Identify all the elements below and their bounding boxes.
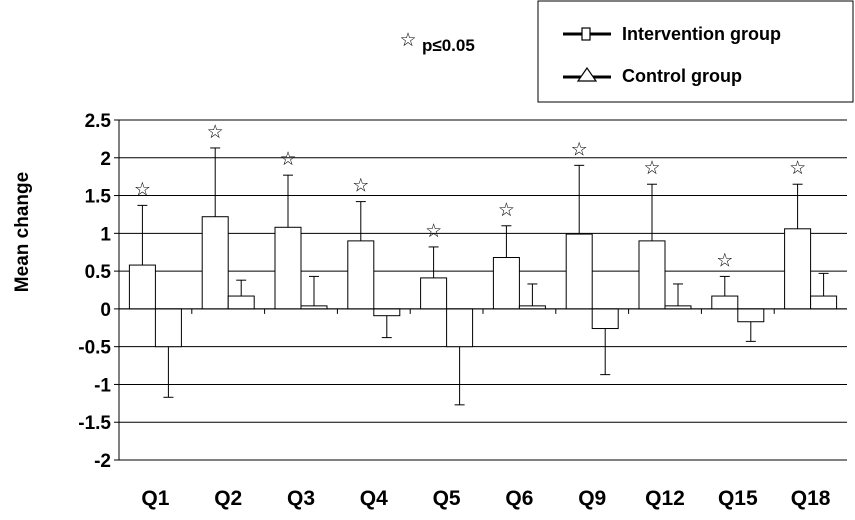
y-axis-label: Mean change bbox=[12, 172, 33, 292]
legend-item-intervention: Intervention group bbox=[563, 24, 781, 44]
intervention-bar bbox=[201, 216, 229, 310]
y-tick-label: -2 bbox=[94, 451, 111, 472]
control-bar bbox=[810, 295, 838, 310]
y-tick-label: 2 bbox=[100, 149, 111, 170]
significance-note: ☆ p≤0.05 bbox=[399, 30, 474, 55]
significance-star: ☆ bbox=[207, 122, 224, 143]
significance-star: ☆ bbox=[425, 221, 442, 242]
x-tick-label: Q18 bbox=[791, 487, 831, 510]
x-tick-label: Q15 bbox=[718, 487, 758, 510]
y-tick-label: 1.5 bbox=[85, 187, 112, 208]
intervention-bar bbox=[274, 226, 302, 310]
intervention-bar bbox=[420, 277, 448, 310]
intervention-bar bbox=[784, 228, 812, 310]
y-tick-label: 0.5 bbox=[85, 262, 112, 283]
control-bar bbox=[227, 295, 255, 310]
significance-star: ☆ bbox=[498, 200, 515, 221]
x-tick-label: Q2 bbox=[214, 487, 242, 510]
significance-star: ☆ bbox=[134, 179, 151, 200]
x-tick-label: Q9 bbox=[578, 487, 606, 510]
intervention-bar bbox=[565, 233, 593, 310]
legend-item-control: Control group bbox=[563, 66, 742, 86]
significance-star: ☆ bbox=[571, 139, 588, 160]
intervention-bar bbox=[128, 264, 156, 310]
significance-label: p≤0.05 bbox=[422, 36, 475, 55]
significance-stars: ☆ ☆ ☆ ☆ ☆ ☆ ☆ ☆ ☆ ☆ bbox=[134, 122, 806, 271]
y-tick-label: -1 bbox=[94, 375, 111, 396]
legend: Intervention group Control group bbox=[537, 0, 854, 103]
x-tick-label: Q5 bbox=[433, 487, 461, 510]
control-bar bbox=[446, 308, 474, 348]
y-axis-ticks: 2.5 2 1.5 1 0.5 0 -0.5 -1 -1.5 -2 bbox=[78, 111, 119, 472]
significance-star: ☆ bbox=[279, 149, 296, 170]
intervention-bar bbox=[711, 295, 739, 310]
legend-control-marker bbox=[576, 66, 598, 82]
x-tick-label: Q1 bbox=[141, 487, 169, 510]
significance-star: ☆ bbox=[789, 158, 806, 179]
bars bbox=[128, 216, 838, 348]
error-bars bbox=[137, 147, 829, 406]
y-tick-label: 1 bbox=[100, 224, 111, 245]
control-bar bbox=[737, 308, 765, 323]
control-bar bbox=[591, 308, 619, 330]
significance-star: ☆ bbox=[716, 250, 733, 271]
legend-box bbox=[537, 0, 854, 103]
x-tick-label: Q4 bbox=[360, 487, 388, 510]
significance-star: ☆ bbox=[643, 158, 660, 179]
y-tick-label: 0 bbox=[100, 300, 111, 321]
control-bar bbox=[373, 308, 401, 317]
x-tick-label: Q12 bbox=[645, 487, 685, 510]
significance-star: ☆ bbox=[352, 176, 369, 197]
x-tick-label: Q3 bbox=[287, 487, 315, 510]
x-axis-ticks: Q1 Q2 Q3 Q4 Q5 Q6 Q9 Q12 Q15 Q18 bbox=[118, 308, 831, 510]
y-tick-label: 2.5 bbox=[85, 111, 112, 132]
intervention-bar bbox=[347, 240, 375, 310]
legend-intervention-marker bbox=[581, 27, 591, 41]
legend-control-label: Control group bbox=[622, 66, 742, 86]
y-tick-label: -0.5 bbox=[78, 338, 111, 359]
significance-star: ☆ bbox=[399, 30, 416, 51]
y-tick-label: -1.5 bbox=[78, 413, 111, 434]
intervention-bar bbox=[638, 240, 666, 310]
legend-intervention-label: Intervention group bbox=[622, 24, 781, 44]
gridlines bbox=[119, 119, 847, 461]
x-tick-label: Q6 bbox=[505, 487, 533, 510]
control-bar bbox=[154, 308, 182, 348]
intervention-bar bbox=[492, 257, 520, 310]
